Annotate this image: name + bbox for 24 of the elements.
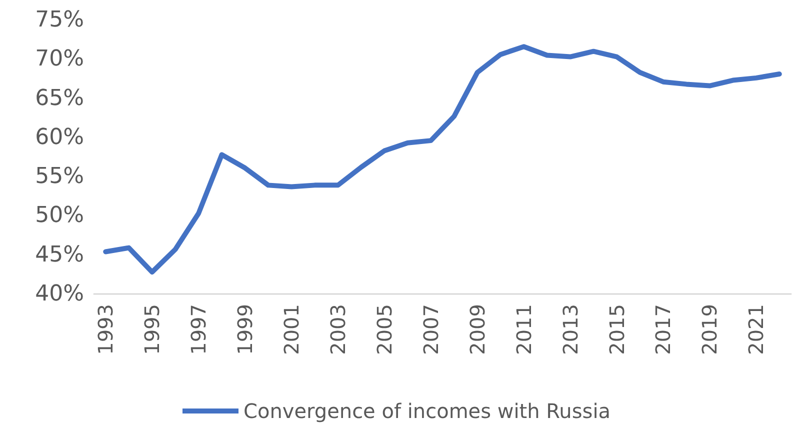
x-tick-label: 2019 — [698, 304, 722, 355]
x-tick-label: 2003 — [326, 304, 350, 355]
y-tick-label: 45% — [35, 242, 84, 268]
y-tick-label: 70% — [35, 46, 84, 72]
x-tick-label: 1993 — [94, 304, 118, 355]
y-tick-label: 55% — [35, 164, 84, 190]
y-tick-label: 75% — [35, 8, 84, 32]
x-tick-label: 1995 — [140, 304, 164, 355]
x-tick-label: 2009 — [465, 304, 490, 355]
x-tick-label: 1997 — [186, 304, 211, 355]
y-tick-label: 50% — [35, 203, 84, 228]
y-tick-label: 60% — [35, 124, 84, 150]
x-tick-label: 2013 — [558, 304, 582, 355]
x-tick-label: 2005 — [372, 304, 396, 355]
x-tick-label: 2001 — [279, 304, 304, 355]
y-tick-label: 40% — [35, 282, 84, 306]
x-tick-label: 2011 — [512, 304, 536, 355]
x-tick-label: 2017 — [651, 304, 676, 355]
y-tick-label: 65% — [35, 86, 84, 111]
legend-label: Convergence of incomes with Russia — [244, 399, 611, 423]
x-tick-label: 2015 — [604, 304, 629, 355]
x-tick-label: 2021 — [744, 304, 768, 355]
x-tick-label: 1999 — [233, 304, 258, 355]
x-tick-label: 2007 — [418, 304, 443, 355]
